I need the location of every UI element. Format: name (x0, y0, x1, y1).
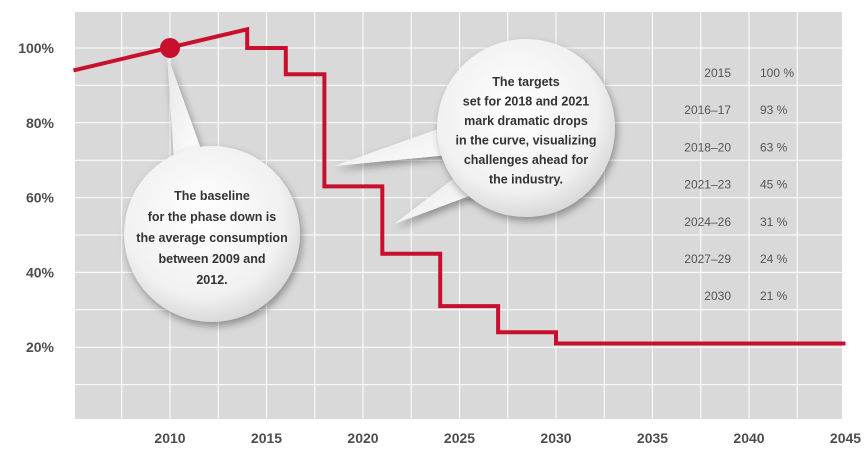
y-axis: 20% 40% 60% 80% 100% (18, 40, 54, 355)
series-line (73, 26, 846, 346)
bubble-text-line: The targets (492, 75, 559, 89)
table-value: 93 % (760, 103, 788, 117)
bubble-circle (124, 146, 300, 322)
baseline-marker (160, 38, 180, 58)
x-axis: 2010 2015 2020 2025 2030 2035 2040 2045 (154, 430, 861, 446)
bubble-pointer (334, 124, 459, 166)
y-tick-label: 40% (26, 264, 55, 280)
bubble-text-line: the average consumption (136, 231, 287, 245)
table-period: 2030 (704, 289, 731, 303)
x-tick-label: 2025 (444, 430, 475, 446)
x-tick-label: 2040 (733, 430, 764, 446)
bubble-text-line: The baseline (174, 189, 250, 203)
bubble-text-line: between 2009 and (159, 252, 266, 266)
y-tick-label: 60% (26, 190, 55, 206)
table-period: 2024–26 (684, 215, 731, 229)
y-tick-label: 80% (26, 115, 55, 131)
bubble-text-line: set for 2018 and 2021 (463, 95, 590, 109)
x-tick-label: 2020 (347, 430, 378, 446)
series-line-group (73, 26, 846, 346)
y-tick-label: 20% (26, 339, 55, 355)
table-period: 2016–17 (684, 103, 731, 117)
table-value: 63 % (760, 140, 788, 154)
table-value: 45 % (760, 178, 788, 192)
targets-annotation: The targets set for 2018 and 2021 mark dra… (437, 39, 615, 217)
baseline-annotation: The baseline for the phase down is the ave… (124, 146, 300, 322)
bubble-text-line: the industry. (489, 173, 563, 187)
table-period: 2018–20 (684, 140, 731, 154)
bubble-text-line: challenges ahead for (464, 153, 588, 167)
table-value: 100 % (760, 66, 794, 80)
bubble-text-line: 2012. (196, 273, 227, 287)
x-tick-label: 2010 (154, 430, 185, 446)
table-value: 24 % (760, 252, 788, 266)
x-tick-label: 2015 (251, 430, 282, 446)
table-value: 21 % (760, 289, 788, 303)
x-tick-label: 2045 (830, 430, 861, 446)
x-tick-label: 2030 (540, 430, 571, 446)
table-value: 31 % (760, 215, 788, 229)
annotations: The baseline for the phase down is the ave… (124, 38, 615, 322)
bubble-circle (437, 39, 615, 217)
y-tick-label: 100% (18, 40, 54, 56)
bubble-text-line: in the curve, visualizing (455, 134, 596, 148)
legend-table: 2015 100 % 2016–17 93 % 2018–20 63 % 2021–23 45… (684, 66, 794, 303)
table-period: 2021–23 (684, 178, 731, 192)
table-period: 2015 (704, 66, 731, 80)
bubble-text-line: for the phase down is (148, 210, 277, 224)
x-tick-label: 2035 (637, 430, 668, 446)
table-period: 2027–29 (684, 252, 731, 266)
bubble-text-line: mark dramatic drops (464, 114, 588, 128)
bubble-pointer (167, 54, 202, 160)
